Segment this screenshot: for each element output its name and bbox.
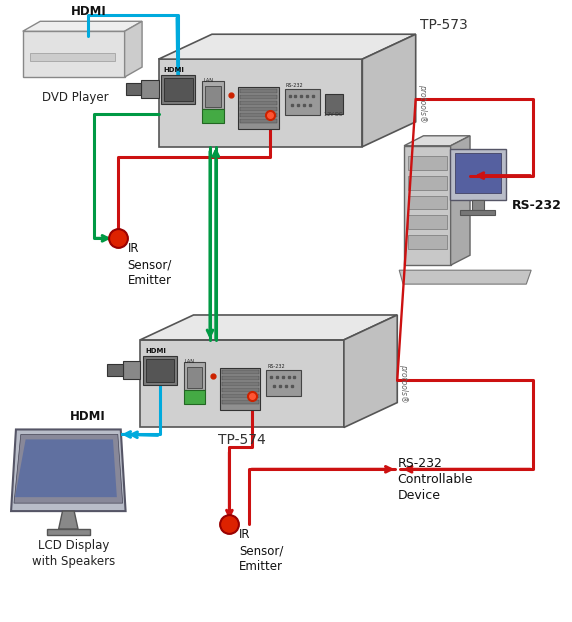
Polygon shape xyxy=(240,95,277,99)
Polygon shape xyxy=(202,109,224,123)
Text: HDMI: HDMI xyxy=(70,411,106,424)
Text: IR
Sensor/
Emitter: IR Sensor/ Emitter xyxy=(239,528,284,573)
Polygon shape xyxy=(455,153,501,193)
Polygon shape xyxy=(408,156,447,170)
Polygon shape xyxy=(240,113,277,117)
Polygon shape xyxy=(146,359,174,382)
Polygon shape xyxy=(240,101,277,105)
Polygon shape xyxy=(205,86,221,107)
Text: HDMI: HDMI xyxy=(71,6,106,18)
Polygon shape xyxy=(408,175,447,190)
Polygon shape xyxy=(158,34,416,59)
Polygon shape xyxy=(240,89,277,93)
Polygon shape xyxy=(221,382,259,386)
Text: LCD Display
with Speakers: LCD Display with Speakers xyxy=(31,539,115,568)
Polygon shape xyxy=(408,195,447,210)
Polygon shape xyxy=(47,529,90,535)
Polygon shape xyxy=(285,89,320,115)
Polygon shape xyxy=(221,399,259,404)
Polygon shape xyxy=(408,235,447,249)
Polygon shape xyxy=(408,215,447,230)
Polygon shape xyxy=(362,34,416,147)
Polygon shape xyxy=(140,315,398,340)
Polygon shape xyxy=(221,388,259,392)
Polygon shape xyxy=(15,439,117,497)
Text: TP-573: TP-573 xyxy=(420,18,467,32)
Polygon shape xyxy=(240,119,277,123)
Polygon shape xyxy=(143,356,177,384)
Polygon shape xyxy=(450,149,506,200)
Text: RS-232: RS-232 xyxy=(267,364,285,369)
Text: IR
Sensor/
Emitter: IR Sensor/ Emitter xyxy=(128,243,172,287)
Text: LAN: LAN xyxy=(185,359,195,364)
Text: DVD Player: DVD Player xyxy=(42,91,109,104)
Polygon shape xyxy=(186,367,202,388)
Polygon shape xyxy=(240,107,277,111)
Polygon shape xyxy=(23,21,142,31)
Text: 12V DC: 12V DC xyxy=(324,112,342,117)
Polygon shape xyxy=(221,394,259,397)
Polygon shape xyxy=(125,21,142,77)
Polygon shape xyxy=(30,53,115,61)
Polygon shape xyxy=(344,315,398,427)
Polygon shape xyxy=(141,80,158,98)
Text: RS-232: RS-232 xyxy=(285,83,303,88)
Text: protools®: protools® xyxy=(399,364,408,403)
Text: HDMI: HDMI xyxy=(145,348,166,354)
Polygon shape xyxy=(451,136,470,265)
Polygon shape xyxy=(126,83,141,95)
Text: RS-232: RS-232 xyxy=(512,199,562,212)
Polygon shape xyxy=(11,429,126,511)
Polygon shape xyxy=(122,361,140,379)
Text: LAN: LAN xyxy=(203,78,213,83)
Polygon shape xyxy=(404,146,451,265)
Polygon shape xyxy=(161,75,196,104)
Polygon shape xyxy=(404,136,470,146)
Polygon shape xyxy=(59,511,78,529)
Polygon shape xyxy=(220,368,260,409)
Polygon shape xyxy=(14,434,122,503)
Text: HDMI: HDMI xyxy=(164,67,184,73)
Text: protools®: protools® xyxy=(418,83,427,123)
Polygon shape xyxy=(325,94,343,114)
Polygon shape xyxy=(158,59,362,147)
Polygon shape xyxy=(267,369,301,396)
Polygon shape xyxy=(164,78,193,101)
Polygon shape xyxy=(107,364,122,376)
Polygon shape xyxy=(221,369,259,374)
Polygon shape xyxy=(184,389,205,404)
Text: RS-232
Controllable
Device: RS-232 Controllable Device xyxy=(398,457,473,503)
Text: TP-574: TP-574 xyxy=(218,434,265,447)
Bar xyxy=(460,210,495,215)
Polygon shape xyxy=(238,87,279,129)
Polygon shape xyxy=(399,270,531,284)
Bar xyxy=(472,200,483,210)
Polygon shape xyxy=(23,31,125,77)
Polygon shape xyxy=(184,362,205,389)
Polygon shape xyxy=(221,376,259,379)
Polygon shape xyxy=(140,340,344,427)
Polygon shape xyxy=(202,81,224,109)
